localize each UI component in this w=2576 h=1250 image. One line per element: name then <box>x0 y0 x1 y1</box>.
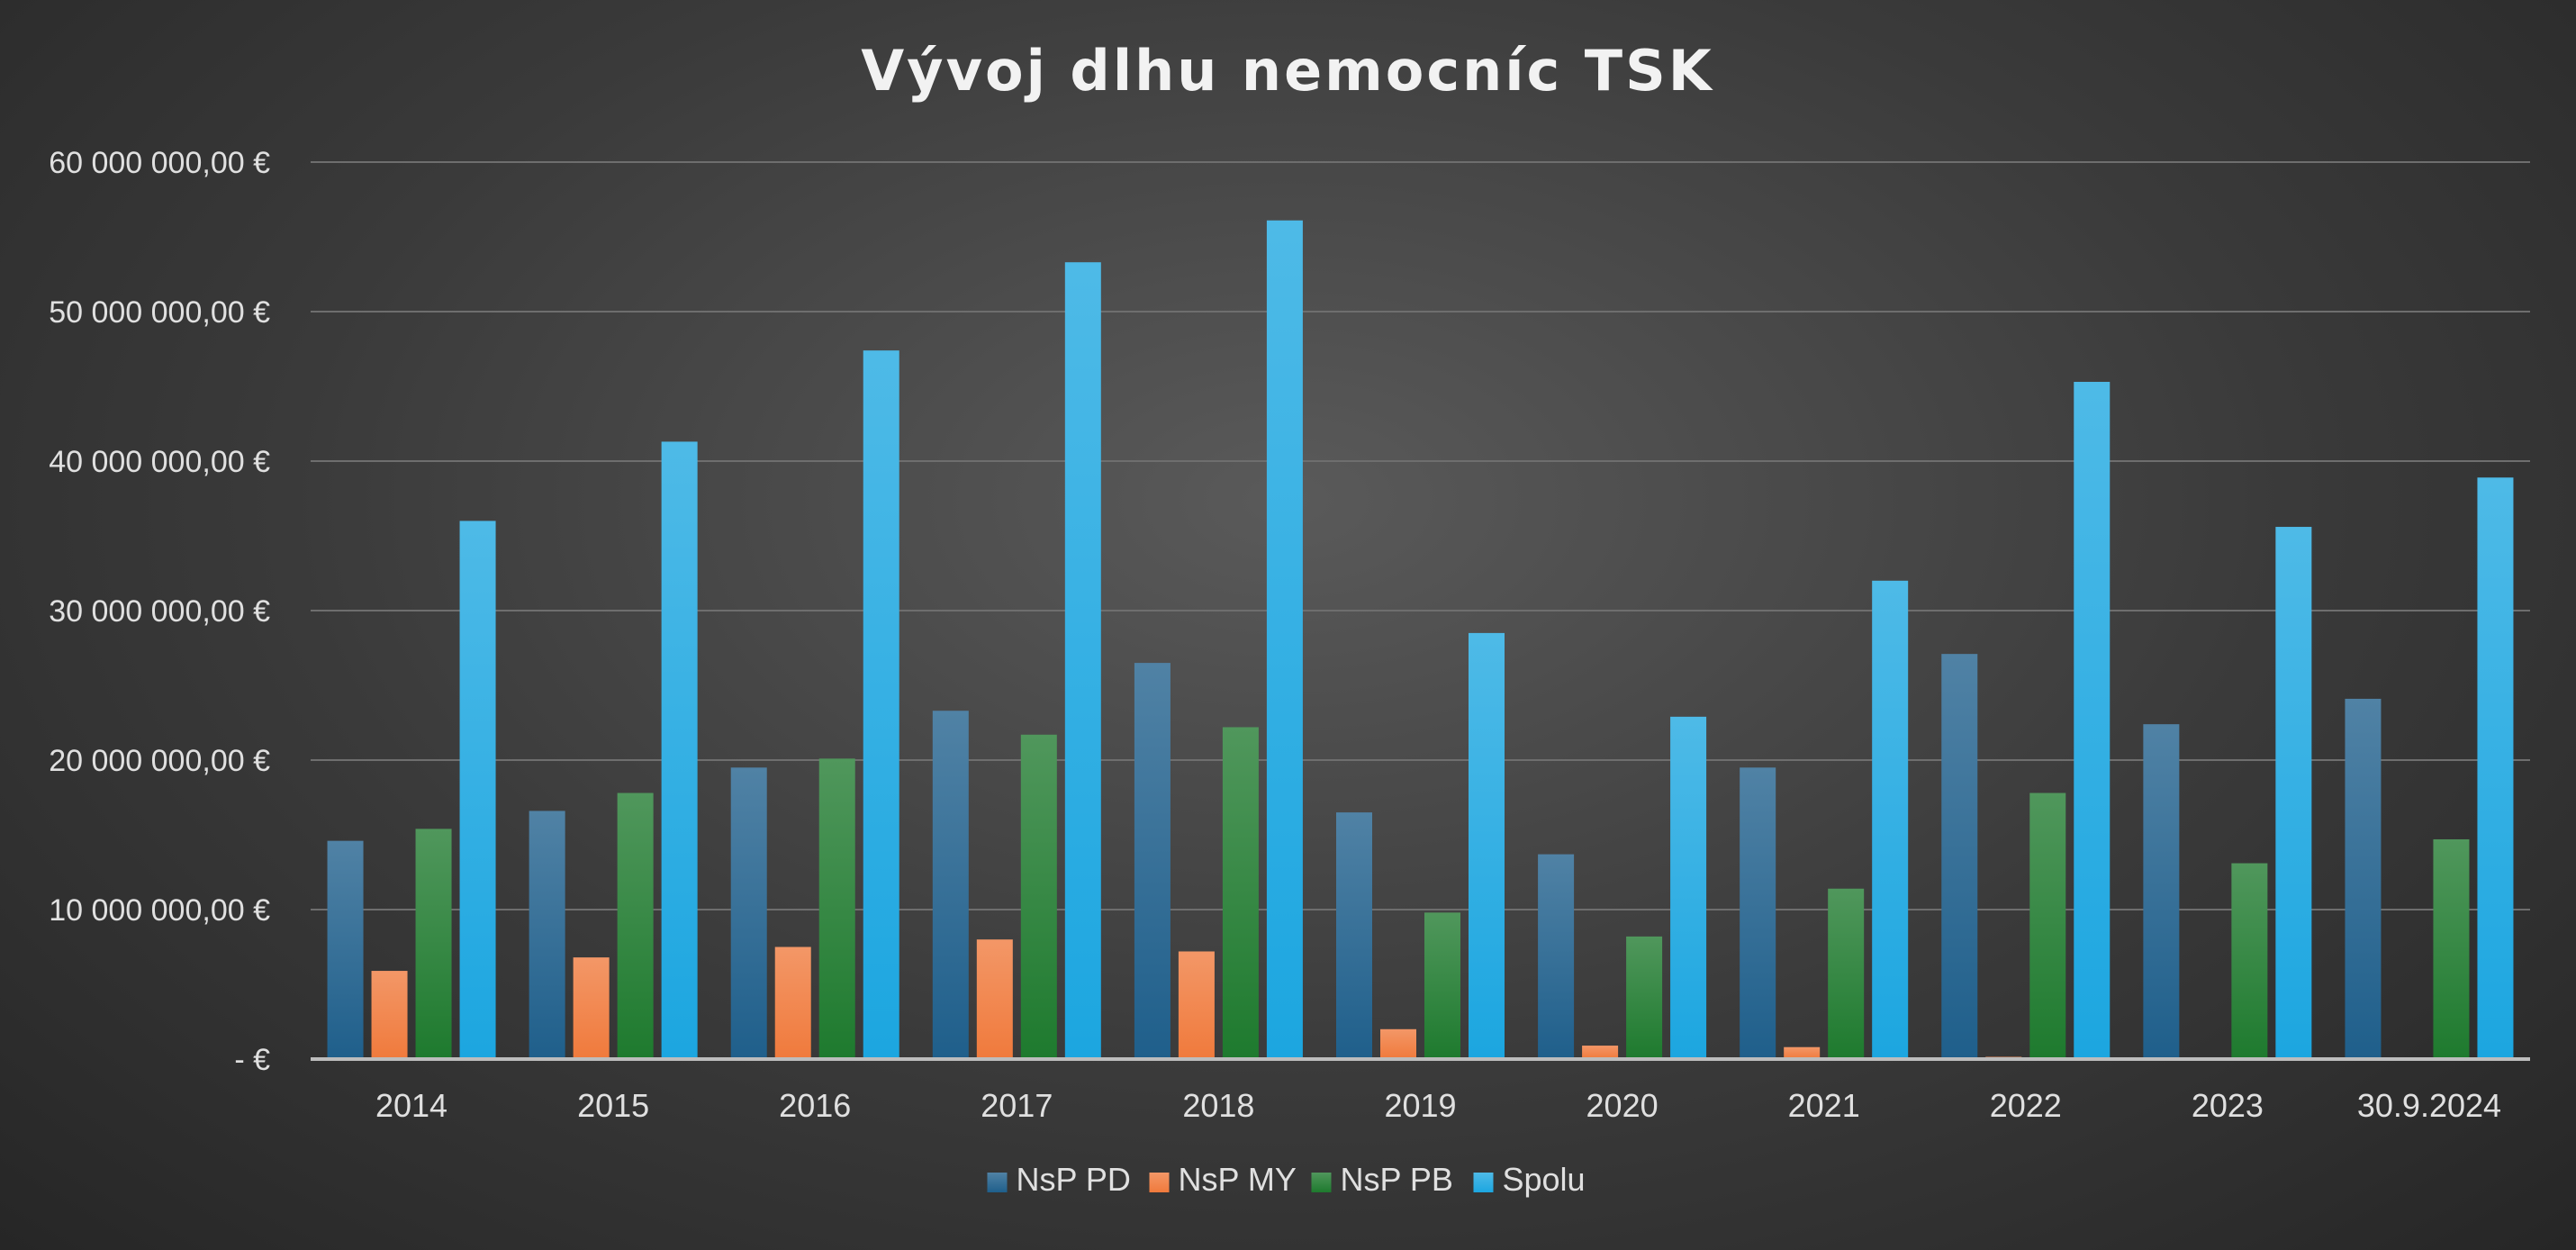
bar-nsp-pb-2016 <box>818 758 855 1059</box>
bar-nsp-my-2020 <box>1582 1046 1619 1059</box>
y-tick-label: 60 000 000,00 € <box>49 146 270 180</box>
bar-spolu-2022 <box>2074 382 2111 1059</box>
bar-nsp-my-2015 <box>573 957 610 1059</box>
legend-item-spolu: Spolu <box>1473 1161 1586 1198</box>
legend-swatch <box>1149 1173 1170 1192</box>
bar-nsp-pb-30-9-2024 <box>2433 838 2470 1059</box>
bars <box>327 220 2514 1060</box>
bar-nsp-pd-2015 <box>529 811 565 1059</box>
x-axis-labels: 2014 2015 2016 2017 2018 2019 2020 2021 2022 2023… <box>375 1087 2501 1124</box>
bar-nsp-pd-2014 <box>327 840 364 1059</box>
legend-item-nsp-pd: NsP PD <box>987 1161 1131 1198</box>
bar-spolu-2018 <box>1266 220 1303 1060</box>
bar-spolu-2015 <box>661 441 698 1059</box>
bar-nsp-pb-2019 <box>1424 912 1460 1059</box>
bar-nsp-pb-2018 <box>1222 727 1259 1059</box>
x-tick-label: 2022 <box>1990 1087 2062 1124</box>
x-tick-label: 2015 <box>577 1087 649 1124</box>
legend-item-nsp-pb: NsP PB <box>1311 1161 1453 1198</box>
y-axis-ticks: - € 10 000 000,00 € 20 000 000,00 € 30 000 … <box>49 146 270 1077</box>
bar-nsp-pd-2017 <box>932 711 969 1059</box>
bar-nsp-my-2019 <box>1380 1028 1416 1059</box>
bar-spolu-2021 <box>1872 580 1909 1059</box>
legend-swatch <box>1473 1173 1494 1192</box>
x-tick-label: 2021 <box>1788 1087 1860 1124</box>
bar-nsp-pb-2020 <box>1626 936 1663 1059</box>
legend-label: NsP MY <box>1179 1161 1297 1198</box>
bar-nsp-pb-2022 <box>2029 793 2066 1059</box>
y-tick-label: 10 000 000,00 € <box>49 893 270 928</box>
bar-nsp-pd-30-9-2024 <box>2345 698 2382 1059</box>
legend-label: NsP PD <box>1017 1161 1131 1198</box>
bar-nsp-pb-2015 <box>617 793 654 1059</box>
y-tick-label: 20 000 000,00 € <box>49 744 270 778</box>
bar-nsp-pd-2018 <box>1134 663 1170 1059</box>
bar-nsp-pd-2023 <box>2143 724 2180 1059</box>
bar-nsp-my-2016 <box>774 947 811 1059</box>
bar-nsp-pd-2020 <box>1538 854 1575 1059</box>
bar-nsp-pb-2017 <box>1020 734 1057 1059</box>
bar-spolu-2020 <box>1670 716 1707 1059</box>
x-tick-label: 2020 <box>1586 1087 1659 1124</box>
legend-label: NsP PB <box>1341 1161 1453 1198</box>
bar-nsp-pb-2023 <box>2231 863 2268 1059</box>
x-tick-label: 2023 <box>2192 1087 2264 1124</box>
bar-spolu-2017 <box>1064 262 1101 1060</box>
legend-swatch <box>1311 1173 1332 1192</box>
bar-nsp-pb-2014 <box>415 829 452 1059</box>
bar-nsp-pd-2016 <box>730 767 767 1059</box>
bar-nsp-my-2018 <box>1178 951 1215 1059</box>
bar-nsp-my-2014 <box>371 971 408 1059</box>
x-tick-label: 30.9.2024 <box>2357 1087 2501 1124</box>
bar-nsp-pb-2021 <box>1828 888 1865 1059</box>
y-tick-label: - € <box>234 1043 270 1077</box>
legend: NsP PD NsP MY NsP PB Spolu <box>987 1161 1586 1198</box>
y-tick-label: 40 000 000,00 € <box>49 445 270 479</box>
bar-nsp-pd-2021 <box>1740 767 1776 1059</box>
y-tick-label: 30 000 000,00 € <box>49 594 270 629</box>
x-tick-label: 2018 <box>1182 1087 1254 1124</box>
bar-spolu-2014 <box>459 521 496 1059</box>
legend-label: Spolu <box>1503 1161 1586 1198</box>
bar-spolu-2019 <box>1469 632 1505 1059</box>
y-tick-label: 50 000 000,00 € <box>49 295 270 330</box>
x-tick-label: 2016 <box>779 1087 851 1124</box>
bar-nsp-my-2017 <box>976 939 1013 1059</box>
x-tick-label: 2019 <box>1384 1087 1456 1124</box>
bar-nsp-pd-2019 <box>1336 812 1372 1059</box>
bar-spolu-30-9-2024 <box>2477 477 2514 1059</box>
x-tick-label: 2014 <box>375 1087 447 1124</box>
bar-nsp-pd-2022 <box>1941 654 1978 1059</box>
legend-swatch <box>987 1173 1008 1192</box>
legend-item-nsp-my: NsP MY <box>1149 1161 1297 1198</box>
bar-spolu-2023 <box>2275 527 2312 1059</box>
chart-title: Vývoj dlhu nemocníc TSK <box>861 38 1714 104</box>
bar-spolu-2016 <box>863 350 899 1059</box>
x-tick-label: 2017 <box>981 1087 1053 1124</box>
bar-nsp-my-2021 <box>1784 1046 1821 1059</box>
